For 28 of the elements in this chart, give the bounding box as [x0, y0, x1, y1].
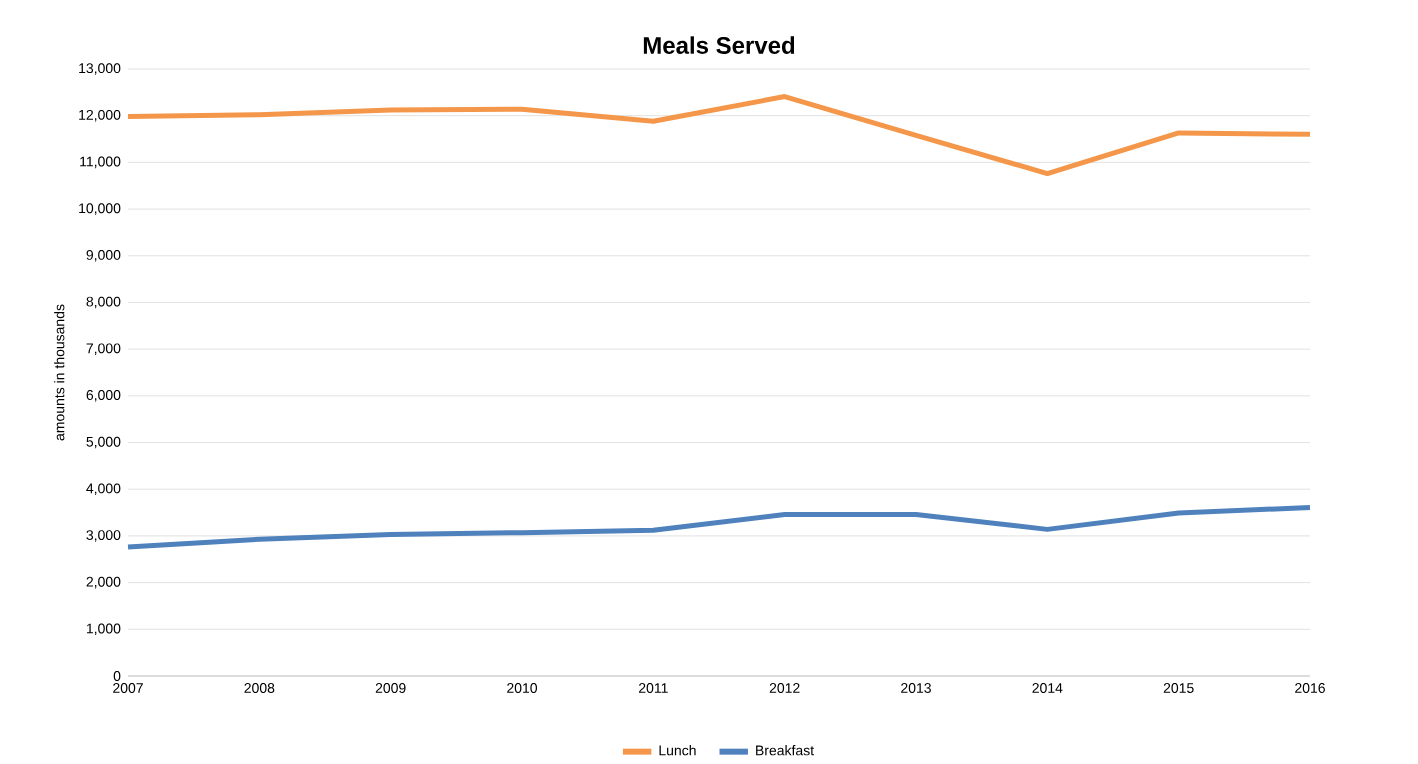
y-tick-label: 7,000 [86, 343, 121, 355]
y-tick-label: 0 [113, 671, 121, 681]
chart-title: Meals Served [643, 36, 795, 54]
x-tick-label: 2013 [901, 683, 931, 693]
x-tick-label: 2008 [244, 683, 275, 693]
x-tick-label: 2011 [638, 683, 668, 693]
y-tick-label: 6,000 [86, 390, 121, 402]
y-tick-label: 13,000 [79, 63, 121, 75]
x-tick-label: 2007 [113, 683, 143, 693]
y-tick-label: 8,000 [86, 296, 121, 309]
x-tick-label: 2016 [1295, 683, 1325, 693]
y-tick-label: 4,000 [86, 483, 121, 495]
x-tick-label: 2015 [1163, 683, 1194, 693]
y-tick-label: 9,000 [86, 249, 121, 262]
x-tick-label: 2009 [375, 683, 406, 693]
y-tick-label: 10,000 [79, 203, 121, 215]
x-tick-label: 2014 [1032, 683, 1063, 693]
legend-label: Lunch [659, 745, 696, 756]
y-tick-label: 2,000 [86, 576, 121, 589]
y-tick-label: 12,000 [79, 109, 121, 122]
y-tick-label: 5,000 [86, 436, 121, 449]
x-tick-label: 2012 [769, 683, 800, 693]
y-axis-title: amounts in thousands [54, 304, 65, 441]
y-tick-label: 1,000 [86, 623, 121, 636]
y-tick-label: 11,000 [80, 156, 121, 169]
y-tick-label: 3,000 [86, 530, 121, 542]
legend-label: Breakfast [756, 745, 814, 756]
x-tick-label: 2010 [507, 683, 538, 693]
